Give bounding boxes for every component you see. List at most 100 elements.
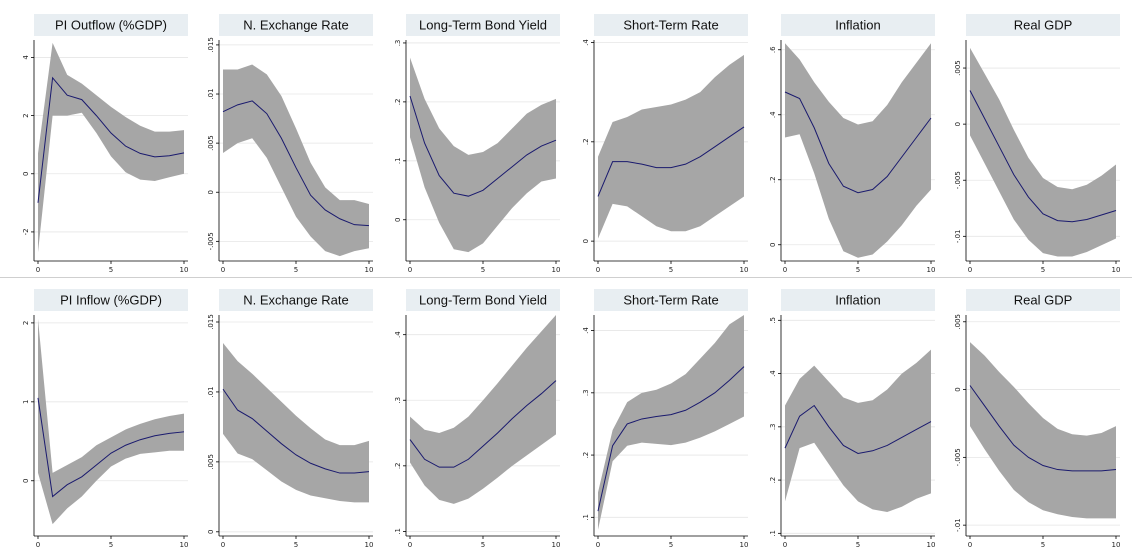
x-tick-label: 5 — [1041, 541, 1045, 549]
y-tick-label: -.005 — [954, 171, 962, 189]
chart-svg: Inflation .1 .2 .3 .4 .5 0 5 10 — [769, 289, 936, 549]
y-tick-label: .3 — [582, 389, 590, 396]
y-tick-label: 0 — [22, 479, 30, 483]
y-tick-label: -.01 — [954, 229, 962, 243]
y-tick-label: 0 — [582, 239, 590, 243]
irf-panel: N. Exchange Rate -.005 0 .005 .01 .015 0 5 10 — [197, 8, 377, 274]
row-divider — [0, 277, 1132, 278]
y-tick-label: .1 — [394, 528, 402, 535]
y-tick-label: 0 — [207, 530, 215, 534]
panel-header — [781, 289, 935, 311]
x-tick-label: 10 — [927, 541, 936, 549]
irf-panel: PI Outflow (%GDP) -2 0 2 4 0 5 10 — [12, 8, 192, 274]
irf-panel: Inflation 0 .2 .4 .6 0 5 10 — [759, 8, 939, 274]
x-tick-label: 5 — [109, 541, 113, 549]
y-tick-label: .4 — [582, 39, 590, 46]
x-tick-label: 0 — [36, 266, 40, 274]
y-tick-label: .1 — [582, 514, 590, 521]
confidence-band — [410, 315, 556, 504]
confidence-band — [970, 342, 1116, 519]
y-tick-label: .01 — [207, 88, 215, 99]
chart-svg: Short-Term Rate .1 .2 .3 .4 0 5 10 — [582, 289, 749, 549]
x-tick-label: 10 — [365, 266, 374, 274]
confidence-band — [223, 64, 369, 257]
irf-line — [37, 76, 185, 203]
y-tick-label: .4 — [769, 370, 777, 377]
y-tick-label: .2 — [582, 138, 590, 145]
irf-panel: Real GDP -.01 -.005 0 .005 0 5 10 — [944, 283, 1124, 549]
irf-panel: Real GDP -.01 -.005 0 .005 0 5 10 — [944, 8, 1124, 274]
panel-header — [219, 289, 373, 311]
y-tick-label: .005 — [207, 135, 215, 151]
panel-title: Short-Term Rate — [623, 293, 718, 308]
x-tick-label: 0 — [408, 541, 412, 549]
chart-svg: PI Outflow (%GDP) -2 0 2 4 0 5 10 — [22, 14, 189, 274]
irf-line — [409, 380, 557, 468]
confidence-band — [410, 57, 556, 253]
panel-title: Inflation — [835, 293, 881, 308]
irf-panel: Short-Term Rate 0 .2 .4 0 5 10 — [572, 8, 752, 274]
panel-header — [966, 14, 1120, 36]
irf-line — [597, 366, 745, 512]
y-tick-label: .5 — [769, 317, 777, 324]
panel-header — [219, 14, 373, 36]
panel-title: Inflation — [835, 18, 881, 33]
y-tick-label: -.005 — [954, 448, 962, 466]
y-tick-label: .4 — [394, 331, 402, 338]
x-tick-label: 0 — [36, 541, 40, 549]
x-tick-label: 10 — [180, 541, 189, 549]
panel-title: N. Exchange Rate — [243, 293, 349, 308]
y-tick-label: 0 — [954, 122, 962, 126]
y-tick-label: 2 — [22, 321, 30, 325]
irf-line — [969, 90, 1117, 223]
irf-panel: N. Exchange Rate 0 .005 .01 .015 0 5 10 — [197, 283, 377, 549]
y-tick-label: .2 — [394, 462, 402, 469]
x-tick-label: 10 — [740, 266, 749, 274]
panel-header — [594, 14, 748, 36]
x-tick-label: 5 — [481, 541, 485, 549]
y-tick-label: -.01 — [954, 518, 962, 532]
y-tick-label: .4 — [769, 111, 777, 118]
x-tick-label: 10 — [1112, 541, 1121, 549]
y-tick-label: 4 — [22, 55, 30, 60]
panel-header — [34, 14, 188, 36]
y-tick-label: 0 — [394, 218, 402, 222]
y-tick-label: 0 — [954, 387, 962, 391]
x-tick-label: 10 — [740, 541, 749, 549]
y-tick-label: .1 — [394, 157, 402, 164]
panel-title: Real GDP — [1014, 18, 1073, 33]
panel-title: Real GDP — [1014, 293, 1073, 308]
irf-line — [222, 100, 370, 227]
confidence-band — [970, 47, 1116, 257]
x-tick-label: 0 — [968, 266, 972, 274]
panel-title: Short-Term Rate — [623, 18, 718, 33]
x-tick-label: 5 — [294, 541, 298, 549]
chart-svg: Real GDP -.01 -.005 0 .005 0 5 10 — [954, 14, 1120, 274]
confidence-band — [38, 318, 184, 525]
chart-svg: N. Exchange Rate -.005 0 .005 .01 .015 0 5 10 — [207, 14, 374, 274]
chart-svg: Real GDP -.01 -.005 0 .005 0 5 10 — [954, 289, 1121, 549]
y-tick-label: 0 — [769, 243, 777, 247]
y-tick-label: -2 — [22, 228, 30, 235]
panel-header — [966, 289, 1120, 311]
panel-title: Long-Term Bond Yield — [419, 293, 547, 308]
panel-header — [406, 14, 560, 36]
panel-title: PI Outflow (%GDP) — [55, 18, 167, 33]
y-tick-label: .3 — [394, 40, 402, 47]
x-tick-label: 0 — [221, 541, 225, 549]
y-tick-label: .01 — [207, 386, 215, 397]
chart-svg: Inflation 0 .2 .4 .6 0 5 10 — [769, 14, 935, 274]
panel-header — [406, 289, 560, 311]
y-tick-label: .005 — [207, 454, 215, 470]
y-tick-label: .2 — [769, 176, 777, 183]
x-tick-label: 10 — [180, 266, 189, 274]
x-tick-label: 0 — [596, 541, 600, 549]
confidence-band — [223, 342, 369, 503]
x-tick-label: 5 — [856, 266, 860, 274]
y-tick-label: .2 — [582, 452, 590, 459]
y-tick-label: .3 — [769, 423, 777, 430]
y-tick-label: 2 — [22, 113, 30, 117]
x-tick-label: 10 — [552, 266, 561, 274]
irf-panel: Short-Term Rate .1 .2 .3 .4 0 5 10 — [572, 283, 752, 549]
confidence-band — [598, 315, 744, 530]
